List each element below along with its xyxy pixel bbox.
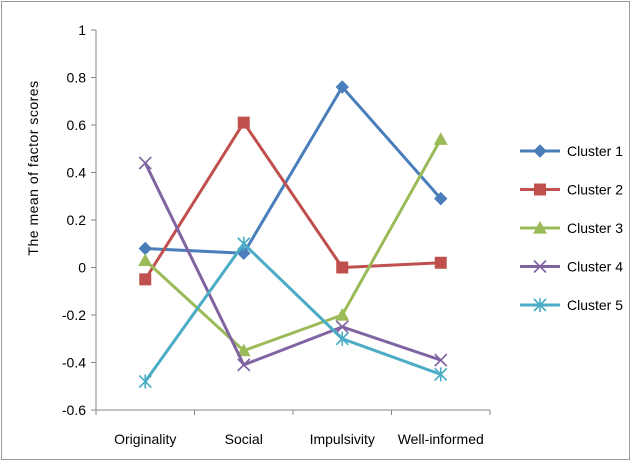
y-tick-label: 0.6 xyxy=(67,117,87,133)
y-tick-label: -0.4 xyxy=(62,355,86,371)
square-marker xyxy=(435,257,447,269)
x-category-label: Impulsivity xyxy=(310,431,375,447)
x-category-label: Well-informed xyxy=(398,431,484,447)
legend-entry: Cluster 4 xyxy=(520,259,623,275)
y-tick-label: 0 xyxy=(78,260,86,276)
x-category-label: Originality xyxy=(114,431,176,447)
x-category-label: Social xyxy=(225,431,263,447)
legend-label: Cluster 1 xyxy=(567,143,623,159)
data-point xyxy=(435,257,447,269)
legend-label: Cluster 2 xyxy=(567,182,623,198)
data-point xyxy=(336,262,348,274)
data-point xyxy=(139,273,151,285)
data-point xyxy=(238,117,250,129)
y-tick-label: 1 xyxy=(78,22,86,38)
y-tick-label: -0.6 xyxy=(62,402,86,418)
legend-entry: Cluster 5 xyxy=(520,297,623,313)
legend-label: Cluster 3 xyxy=(567,220,623,236)
legend-label: Cluster 5 xyxy=(567,297,623,313)
square-marker xyxy=(336,262,348,274)
legend-entry: Cluster 2 xyxy=(520,182,623,198)
legend-label: Cluster 4 xyxy=(567,259,623,275)
y-tick-label: 0.2 xyxy=(67,212,87,228)
square-marker xyxy=(534,184,546,196)
y-tick-label: 0.8 xyxy=(67,70,87,86)
square-marker xyxy=(139,273,151,285)
y-tick-label: 0.4 xyxy=(67,165,87,181)
legend-marker xyxy=(534,184,546,196)
y-axis-label: The mean of factor scores xyxy=(25,80,41,255)
square-marker xyxy=(238,117,250,129)
y-tick-label: -0.2 xyxy=(62,307,86,323)
